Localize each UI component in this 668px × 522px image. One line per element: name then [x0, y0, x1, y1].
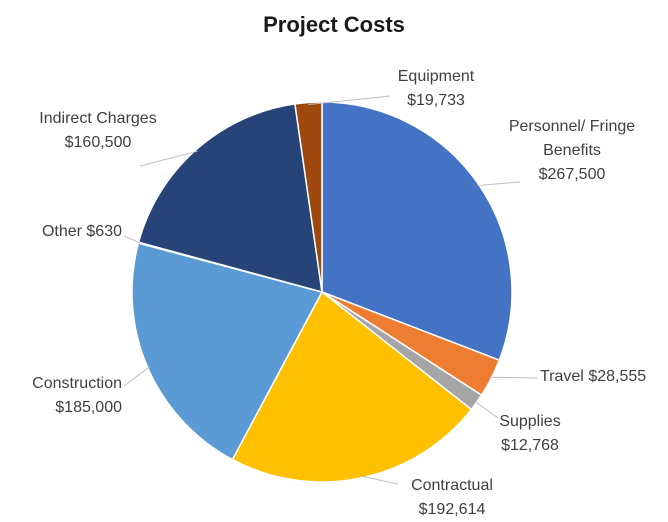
- pie-slice: [231, 290, 473, 483]
- leader-line: [489, 376, 538, 379]
- value-label: $192,614: [418, 501, 486, 518]
- leader-line: [474, 400, 499, 419]
- data-label: Contractual $192,614: [392, 474, 512, 522]
- pie-slice: [137, 103, 323, 294]
- value-label: $630: [86, 223, 122, 240]
- value-label: $19,733: [407, 92, 465, 109]
- value-label: $267,500: [538, 166, 606, 183]
- value-label: $12,768: [501, 437, 559, 454]
- data-label: Construction $185,000: [2, 372, 122, 420]
- category-label: Equipment: [397, 68, 475, 85]
- category-label: Travel: [540, 368, 584, 385]
- pie-slice: [321, 101, 513, 362]
- category-label: Other: [41, 223, 82, 240]
- category-label: Personnel/ Fringe Benefits: [508, 118, 636, 159]
- leader-line: [123, 366, 150, 387]
- data-label: Other $630: [42, 220, 122, 244]
- data-label: Travel $28,555: [540, 365, 646, 389]
- data-label: Supplies $12,768: [480, 410, 580, 458]
- leader-line: [123, 235, 141, 244]
- data-label: Equipment $19,733: [381, 65, 491, 113]
- category-label: Indirect Charges: [39, 110, 157, 127]
- value-label: $28,555: [588, 368, 647, 385]
- leader-line: [139, 150, 198, 167]
- value-label: $160,500: [64, 134, 132, 151]
- data-label: Indirect Charges $160,500: [18, 107, 178, 155]
- data-label: Personnel/ Fringe Benefits $267,500: [507, 115, 637, 187]
- value-label: $185,000: [55, 399, 122, 416]
- leader-line: [308, 95, 391, 105]
- pie-slice: [294, 101, 323, 293]
- leader-line: [476, 181, 521, 187]
- category-label: Construction: [32, 375, 122, 392]
- leader-line: [360, 475, 399, 485]
- category-label: Supplies: [499, 413, 561, 430]
- chart-title: Project Costs: [263, 12, 405, 37]
- category-label: Contractual: [411, 477, 493, 494]
